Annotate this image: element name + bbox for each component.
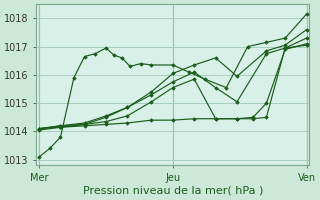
X-axis label: Pression niveau de la mer( hPa ): Pression niveau de la mer( hPa )	[83, 186, 263, 196]
